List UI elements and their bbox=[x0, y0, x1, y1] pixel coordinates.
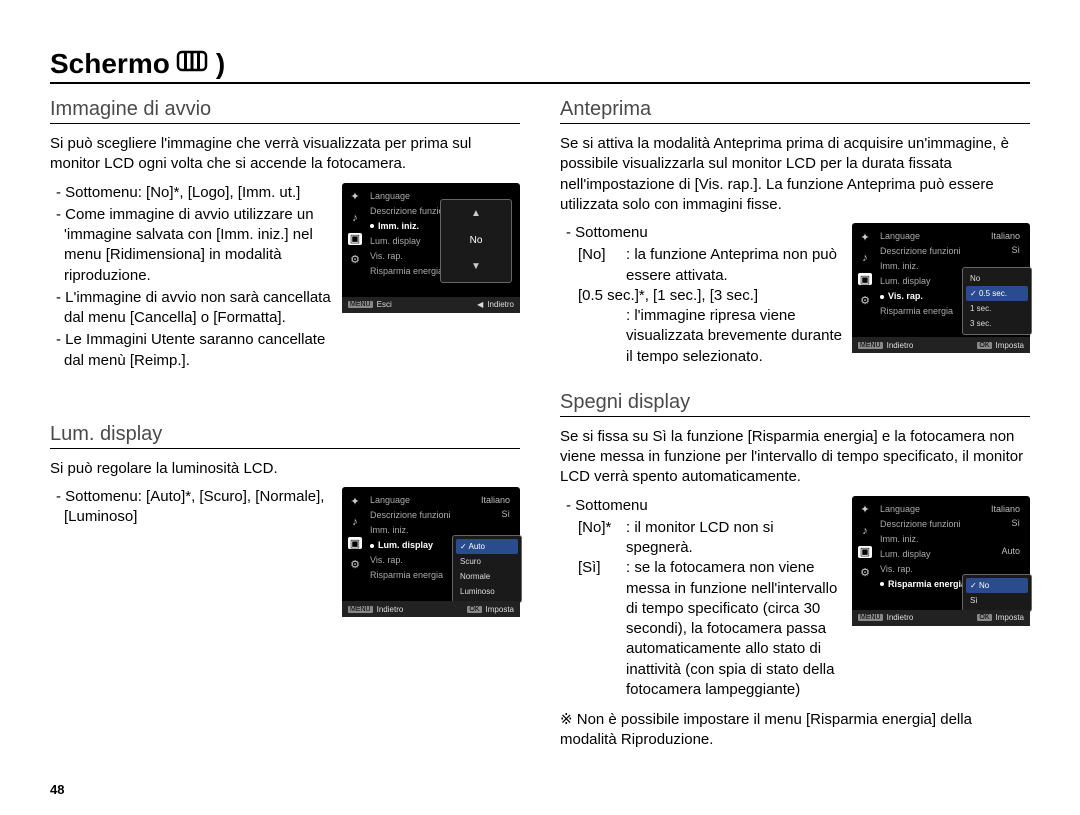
camera-icon: ✦ bbox=[858, 231, 872, 243]
bullet: - Sottomenu: [Auto]*, [Scuro], [Normale]… bbox=[50, 487, 332, 528]
section-avvio: Immagine di avvio Si può scegliere l'imm… bbox=[50, 98, 520, 373]
left-column: Immagine di avvio Si può scegliere l'imm… bbox=[50, 98, 520, 775]
lcd-screenshot-avvio: ✦ ♪ ▣ ⚙ Language Descrizione funzioni Im… bbox=[342, 183, 520, 313]
lcd-side-icons: ✦ ♪ ▣ ⚙ bbox=[858, 504, 872, 579]
section-spegni: Spegni display Se si fissa su Sì la funz… bbox=[560, 391, 1030, 751]
lcd-menu: Language Descrizione funzioni Imm. iniz.… bbox=[370, 191, 451, 276]
footnote: ※ Non è possibile impostare il menu [Ris… bbox=[560, 710, 1030, 751]
section-heading: Immagine di avvio bbox=[50, 98, 520, 124]
page-number: 48 bbox=[50, 782, 64, 797]
title-paren: ) bbox=[216, 48, 225, 80]
section-intro: Se si fissa su Sì la funzione [Risparmia… bbox=[560, 427, 1030, 488]
section-intro: Se si attiva la modalità Anteprima prima… bbox=[560, 134, 1030, 215]
def-row: [No]*: il monitor LCD non si spegnerà. bbox=[560, 518, 842, 559]
display-icon: ▣ bbox=[858, 273, 872, 285]
camera-icon: ✦ bbox=[348, 495, 362, 507]
bullet-list: - Sottomenu: [Auto]*, [Scuro], [Normale]… bbox=[50, 487, 332, 530]
arrow-up-icon: ▲ bbox=[471, 209, 481, 219]
section-heading: Spegni display bbox=[560, 391, 1030, 417]
display-icon: ▣ bbox=[858, 546, 872, 558]
def-row: [Sì]: se la fotocamera non viene messa i… bbox=[560, 558, 842, 700]
manual-page: Schermo ) Immagine di avvio Si può scegl… bbox=[0, 0, 1080, 815]
page-title-row: Schermo ) bbox=[50, 48, 1030, 84]
section-heading: Lum. display bbox=[50, 423, 520, 449]
right-column: Anteprima Se si attiva la modalità Antep… bbox=[560, 98, 1030, 775]
bullet: - Sottomenu: [No]*, [Logo], [Imm. ut.] bbox=[50, 183, 332, 203]
bullet: - L'immagine di avvio non sarà cancellat… bbox=[50, 288, 332, 329]
display-icon: ▣ bbox=[348, 537, 362, 549]
lcd-screenshot-anteprima: ✦ ♪ ▣ ⚙ Language Descrizione funzioni Im… bbox=[852, 223, 1030, 353]
settings-icon: ⚙ bbox=[858, 567, 872, 579]
settings-icon: ⚙ bbox=[348, 254, 362, 266]
def-row: : l'immagine ripresa viene visualizzata … bbox=[560, 306, 842, 367]
lcd-side-icons: ✦ ♪ ▣ ⚙ bbox=[858, 231, 872, 306]
sub-label: - Sottomenu bbox=[560, 223, 842, 243]
lcd-popup: ▲ No ▼ bbox=[440, 199, 512, 283]
display-icon: ▣ bbox=[348, 233, 362, 245]
lcd-side-icons: ✦ ♪ ▣ ⚙ bbox=[348, 191, 362, 266]
sound-icon: ♪ bbox=[348, 516, 362, 528]
definition-list: - Sottomenu [No]*: il monitor LCD non si… bbox=[560, 496, 842, 701]
lcd-popup: Auto Scuro Normale Luminoso bbox=[452, 535, 522, 603]
sub-label: - Sottomenu bbox=[560, 496, 842, 516]
lcd-side-icons: ✦ ♪ ▣ ⚙ bbox=[348, 495, 362, 570]
camera-icon: ✦ bbox=[858, 504, 872, 516]
columns: Immagine di avvio Si può scegliere l'imm… bbox=[50, 98, 1030, 775]
section-lum: Lum. display Si può regolare la luminosi… bbox=[50, 423, 520, 617]
sound-icon: ♪ bbox=[858, 525, 872, 537]
sound-icon: ♪ bbox=[858, 252, 872, 264]
bullet: - Come immagine di avvio utilizzare un '… bbox=[50, 205, 332, 286]
display-icon bbox=[176, 49, 212, 80]
lcd-statusbar: MENUIndietro OKImposta bbox=[852, 610, 1030, 626]
sound-icon: ♪ bbox=[348, 212, 362, 224]
definition-list: - Sottomenu [No]: la funzione Anteprima … bbox=[560, 223, 842, 367]
section-intro: Si può scegliere l'immagine che verrà vi… bbox=[50, 134, 520, 175]
bullet-list: - Sottomenu: [No]*, [Logo], [Imm. ut.] -… bbox=[50, 183, 332, 373]
arrow-down-icon: ▼ bbox=[471, 262, 481, 272]
lcd-popup: No 0.5 sec. 1 sec. 3 sec. bbox=[962, 267, 1032, 335]
section-intro: Si può regolare la luminosità LCD. bbox=[50, 459, 520, 479]
lcd-statusbar: MENUIndietro OKImposta bbox=[342, 601, 520, 617]
lcd-statusbar: MENUEsci ◀Indietro bbox=[342, 297, 520, 313]
section-anteprima: Anteprima Se si attiva la modalità Antep… bbox=[560, 98, 1030, 367]
lcd-menu: Language Descrizione funzioni Imm. iniz.… bbox=[880, 231, 961, 316]
lcd-menu: Language Descrizione funzioni Imm. iniz.… bbox=[370, 495, 451, 580]
lcd-menu: Language Descrizione funzioni Imm. iniz.… bbox=[880, 504, 966, 589]
settings-icon: ⚙ bbox=[348, 558, 362, 570]
lcd-popup: No Sì bbox=[962, 574, 1032, 612]
lcd-screenshot-lum: ✦ ♪ ▣ ⚙ Language Descrizione funzioni Im… bbox=[342, 487, 520, 617]
def-row: [No]: la funzione Anteprima non può esse… bbox=[560, 245, 842, 286]
section-heading: Anteprima bbox=[560, 98, 1030, 124]
lcd-statusbar: MENUIndietro OKImposta bbox=[852, 337, 1030, 353]
page-title: Schermo bbox=[50, 48, 170, 80]
bullet: - Le Immagini Utente saranno cancellate … bbox=[50, 330, 332, 371]
settings-icon: ⚙ bbox=[858, 294, 872, 306]
camera-icon: ✦ bbox=[348, 191, 362, 203]
lcd-screenshot-spegni: ✦ ♪ ▣ ⚙ Language Descrizione funzioni Im… bbox=[852, 496, 1030, 626]
def-row: [0.5 sec.]*, [1 sec.], [3 sec.] bbox=[560, 286, 842, 306]
